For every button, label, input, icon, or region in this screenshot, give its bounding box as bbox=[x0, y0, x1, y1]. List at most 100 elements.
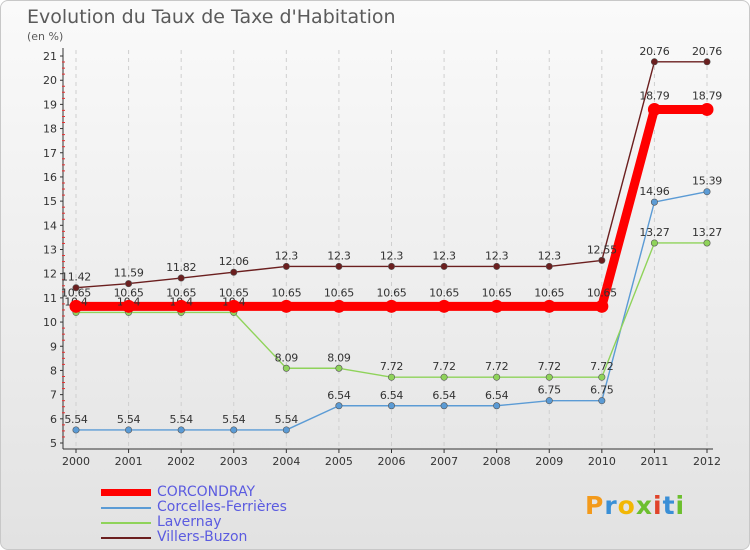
legend-swatch bbox=[101, 489, 151, 496]
data-point bbox=[125, 426, 133, 434]
legend-label: CORCONDRAY bbox=[157, 484, 256, 500]
y-tick-label: 7 bbox=[50, 389, 57, 402]
axes: 5 6 7 8 9 10 11 12 13 14 15 16 17 18 19 20 21 2000 2001 200… bbox=[43, 48, 721, 468]
data-point bbox=[177, 426, 185, 434]
logo-letter: x bbox=[635, 491, 653, 520]
data-point bbox=[493, 402, 501, 410]
data-label: 7.72 bbox=[538, 360, 561, 373]
grid-lines bbox=[75, 50, 708, 449]
data-point bbox=[598, 397, 606, 405]
x-tick-label: 2000 bbox=[62, 455, 90, 468]
data-label: 7.72 bbox=[485, 360, 508, 373]
y-tick-label: 21 bbox=[43, 50, 57, 63]
data-label: 7.72 bbox=[590, 360, 613, 373]
data-point bbox=[545, 262, 553, 270]
legend-label: Villers-Buzon bbox=[157, 529, 248, 545]
data-point bbox=[385, 299, 398, 313]
data-label: 12.3 bbox=[327, 249, 351, 262]
data-point bbox=[387, 373, 395, 381]
data-point bbox=[125, 280, 133, 288]
x-tick-label: 2007 bbox=[430, 455, 458, 468]
data-label: 10.65 bbox=[219, 286, 249, 299]
y-tick-label: 15 bbox=[43, 195, 57, 208]
data-point bbox=[174, 299, 188, 313]
proxiti-logo: Proxiti bbox=[585, 491, 685, 520]
data-label: 12.3 bbox=[538, 249, 562, 262]
x-tick-label: 2009 bbox=[535, 455, 563, 468]
data-label: 5.54 bbox=[275, 413, 299, 426]
y-tick-label: 20 bbox=[43, 74, 57, 87]
data-label: 5.54 bbox=[64, 413, 88, 426]
data-label: 13.27 bbox=[639, 226, 669, 239]
data-label: 8.09 bbox=[327, 351, 351, 364]
x-tick-label: 2002 bbox=[167, 455, 195, 468]
y-tick-label: 17 bbox=[43, 147, 57, 160]
data-point bbox=[230, 426, 238, 434]
data-point bbox=[335, 364, 343, 372]
y-tick-label: 16 bbox=[43, 171, 57, 184]
data-label: 6.54 bbox=[432, 389, 456, 402]
data-point bbox=[650, 58, 658, 66]
y-tick-label: 12 bbox=[43, 268, 57, 281]
data-label: 6.75 bbox=[590, 384, 614, 397]
data-point bbox=[703, 188, 711, 196]
data-label: 6.54 bbox=[485, 389, 509, 402]
series-group: 11.42 11.59 11.82 12.06 12.3 12.3 12.3 12.3 12.3… bbox=[61, 45, 723, 434]
data-point bbox=[282, 364, 290, 372]
legend-label: Lavernay bbox=[157, 514, 222, 530]
legend-label: Corcelles-Ferrières bbox=[157, 499, 287, 515]
data-point bbox=[700, 102, 714, 116]
data-label: 10.65 bbox=[271, 286, 301, 299]
data-point bbox=[69, 299, 83, 313]
y-tick-label: 14 bbox=[43, 219, 57, 232]
data-point bbox=[490, 299, 504, 313]
data-point bbox=[650, 239, 658, 247]
data-label: 15.39 bbox=[692, 175, 722, 188]
data-label: 14.96 bbox=[639, 185, 669, 198]
data-label: 5.54 bbox=[222, 413, 246, 426]
data-label: 12.3 bbox=[485, 249, 509, 262]
data-point bbox=[703, 239, 711, 247]
data-point bbox=[440, 373, 448, 381]
logo-letter: i bbox=[675, 491, 686, 520]
y-tick-label: 8 bbox=[50, 364, 57, 377]
legend-swatch bbox=[101, 507, 151, 509]
data-label: 13.27 bbox=[692, 226, 722, 239]
data-label: 10.65 bbox=[482, 286, 512, 299]
data-label: 12.06 bbox=[219, 255, 249, 268]
data-point bbox=[493, 262, 501, 270]
data-point bbox=[437, 299, 451, 313]
data-label: 12.55 bbox=[587, 243, 617, 256]
data-point bbox=[598, 373, 606, 381]
data-point bbox=[282, 426, 290, 434]
data-point bbox=[282, 262, 290, 270]
data-point bbox=[279, 299, 293, 313]
y-tick-label: 5 bbox=[50, 437, 57, 450]
x-tick-label: 2001 bbox=[115, 455, 143, 468]
y-tick-label: 10 bbox=[43, 316, 57, 329]
data-label: 12.3 bbox=[275, 249, 299, 262]
data-point bbox=[598, 256, 606, 264]
logo-letter: i bbox=[653, 491, 663, 520]
chart-unit-label: (en %) bbox=[27, 30, 64, 43]
data-label: 8.09 bbox=[275, 351, 299, 364]
data-label: 6.75 bbox=[538, 384, 562, 397]
data-label: 20.76 bbox=[692, 45, 722, 58]
legend-swatch bbox=[101, 537, 151, 539]
chart-title: Evolution du Taux de Taxe d'Habitation bbox=[27, 6, 396, 28]
y-tick-label: 6 bbox=[50, 413, 57, 426]
data-label: 10.65 bbox=[61, 286, 91, 299]
data-label: 10.65 bbox=[166, 286, 196, 299]
data-label: 5.54 bbox=[170, 413, 194, 426]
data-point bbox=[122, 299, 136, 313]
data-label: 12.3 bbox=[432, 249, 456, 262]
data-label: 12.3 bbox=[380, 249, 404, 262]
x-tick-label: 2011 bbox=[640, 455, 668, 468]
y-tick-label: 13 bbox=[43, 244, 57, 257]
data-point bbox=[335, 402, 343, 410]
y-tick-label: 19 bbox=[43, 98, 57, 111]
logo-letter: P bbox=[585, 491, 605, 520]
data-point bbox=[703, 58, 711, 66]
